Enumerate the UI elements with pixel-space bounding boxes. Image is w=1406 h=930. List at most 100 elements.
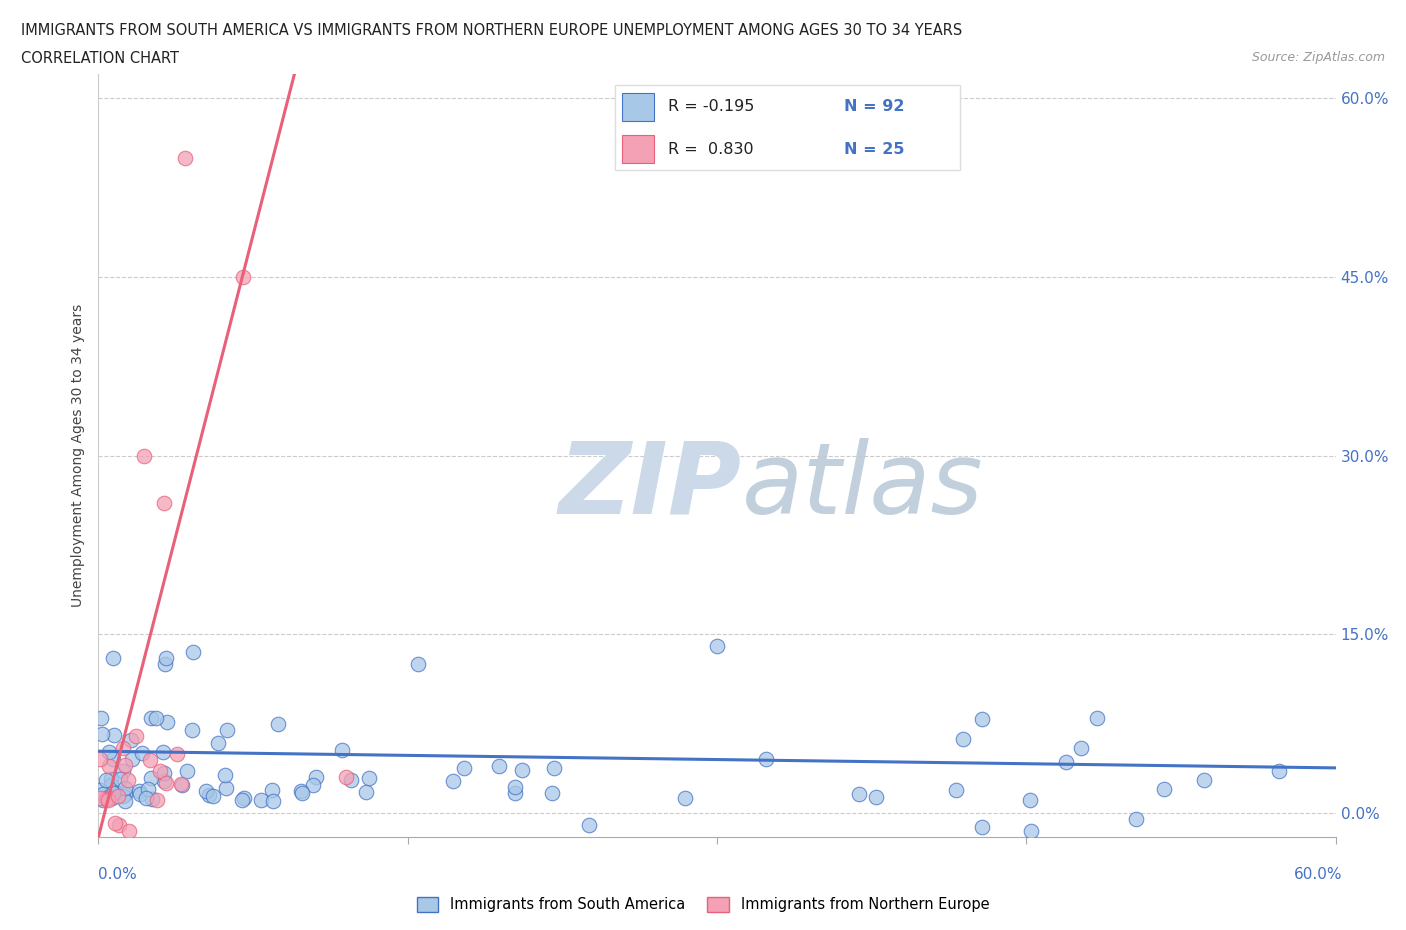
Point xyxy=(543,760,565,775)
Point xyxy=(112,764,135,778)
Point xyxy=(89,751,111,766)
Bar xyxy=(621,135,654,164)
Point xyxy=(1192,773,1215,788)
Point xyxy=(97,790,120,805)
Point xyxy=(149,764,172,779)
Point xyxy=(945,782,967,797)
Point xyxy=(263,793,285,808)
Point xyxy=(139,771,162,786)
Point xyxy=(291,786,314,801)
Point xyxy=(972,711,994,726)
Point xyxy=(1054,755,1077,770)
Text: 0.0%: 0.0% xyxy=(98,867,138,882)
Point xyxy=(97,790,120,804)
Point xyxy=(359,771,381,786)
Text: IMMIGRANTS FROM SOUTH AMERICA VS IMMIGRANTS FROM NORTHERN EUROPE UNEMPLOYMENT AM: IMMIGRANTS FROM SOUTH AMERICA VS IMMIGRA… xyxy=(21,23,962,38)
Point xyxy=(970,820,993,835)
Point xyxy=(170,777,193,791)
Point xyxy=(117,773,139,788)
Point xyxy=(180,723,202,737)
Text: atlas: atlas xyxy=(742,438,983,535)
Point xyxy=(107,789,129,804)
Point xyxy=(141,711,163,725)
Text: R =  0.830: R = 0.830 xyxy=(668,141,754,156)
Point xyxy=(453,761,475,776)
Point xyxy=(207,735,229,750)
Bar xyxy=(621,93,654,121)
Point xyxy=(94,791,117,806)
Point xyxy=(152,745,174,760)
Point xyxy=(215,780,238,795)
Text: ZIP: ZIP xyxy=(558,438,742,535)
Point xyxy=(335,769,357,784)
Point xyxy=(97,758,120,773)
Point xyxy=(101,651,124,666)
Point xyxy=(108,772,131,787)
Point xyxy=(155,776,177,790)
Point xyxy=(103,727,125,742)
Point xyxy=(90,726,112,741)
Point xyxy=(97,792,120,807)
Point xyxy=(174,151,197,166)
Point xyxy=(131,745,153,760)
Point xyxy=(129,787,152,802)
Point xyxy=(112,789,135,804)
Legend: Immigrants from South America, Immigrants from Northern Europe: Immigrants from South America, Immigrant… xyxy=(411,891,995,918)
Point xyxy=(114,757,136,772)
Point xyxy=(302,777,325,792)
Point xyxy=(505,786,527,801)
Point xyxy=(354,784,377,799)
Point xyxy=(1021,824,1043,839)
Point xyxy=(89,782,111,797)
Point xyxy=(114,793,136,808)
Point xyxy=(441,774,464,789)
Point xyxy=(232,790,254,805)
Point xyxy=(183,644,205,659)
Point xyxy=(865,790,887,804)
Point xyxy=(121,751,143,766)
Point xyxy=(578,817,600,832)
Point xyxy=(170,777,193,792)
Point xyxy=(153,774,176,789)
Point xyxy=(330,743,353,758)
Point xyxy=(145,711,167,725)
Text: R = -0.195: R = -0.195 xyxy=(668,100,754,114)
Point xyxy=(104,785,127,800)
Point xyxy=(141,791,163,806)
Point xyxy=(503,779,526,794)
Point xyxy=(94,773,117,788)
Point xyxy=(198,788,221,803)
Point xyxy=(124,728,146,743)
Point xyxy=(706,639,728,654)
Point xyxy=(290,784,312,799)
Y-axis label: Unemployment Among Ages 30 to 34 years: Unemployment Among Ages 30 to 34 years xyxy=(72,304,86,607)
Point xyxy=(100,777,122,792)
Point xyxy=(156,715,179,730)
Text: N = 25: N = 25 xyxy=(844,141,904,156)
Point xyxy=(146,792,169,807)
Point xyxy=(101,751,124,766)
Point xyxy=(114,786,136,801)
Point xyxy=(195,783,218,798)
Point xyxy=(153,657,176,671)
FancyBboxPatch shape xyxy=(616,86,960,170)
Point xyxy=(267,717,290,732)
Point xyxy=(136,781,159,796)
Text: 60.0%: 60.0% xyxy=(1295,867,1343,882)
Point xyxy=(510,763,533,777)
Point xyxy=(232,270,254,285)
Point xyxy=(202,788,225,803)
Point xyxy=(340,773,363,788)
Point xyxy=(91,793,114,808)
Point xyxy=(952,731,974,746)
Point xyxy=(1019,792,1042,807)
Point xyxy=(406,657,429,671)
Point xyxy=(1085,711,1108,725)
Point xyxy=(90,711,112,725)
Text: N = 92: N = 92 xyxy=(844,100,904,114)
Point xyxy=(101,790,124,805)
Point xyxy=(91,786,114,801)
Point xyxy=(231,792,253,807)
Point xyxy=(104,816,127,830)
Point xyxy=(89,790,111,805)
